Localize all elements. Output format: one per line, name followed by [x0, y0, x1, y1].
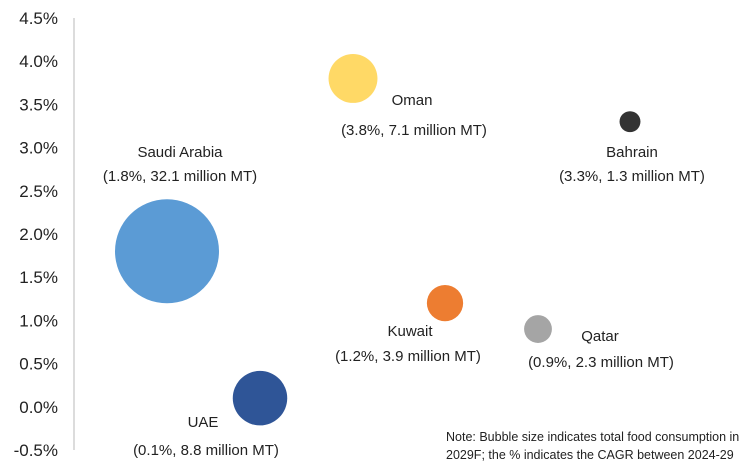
bubble-oman: [328, 54, 378, 103]
bubble-name-label: Bahrain: [606, 144, 658, 161]
y-tick-label: 0.5%: [19, 355, 58, 374]
bubble-name-label: Oman: [392, 92, 433, 109]
bubble-labels: Saudi Arabia (1.8%, 32.1 million MT) Oman (…: [103, 92, 705, 459]
bubble-qatar: [524, 315, 552, 343]
bubble-bahrain: [619, 111, 641, 133]
bubble-detail-label: (1.8%, 32.1 million MT): [103, 168, 257, 185]
bubble-detail-label: (1.2%, 3.9 million MT): [335, 348, 481, 365]
bubble-name-label: Kuwait: [387, 323, 433, 340]
bubble-detail-label: (0.9%, 2.3 million MT): [528, 354, 674, 371]
chart-note: Note: Bubble size indicates total food c…: [446, 430, 740, 462]
y-tick-label: 3.0%: [19, 139, 58, 158]
y-tick-label: 0.0%: [19, 398, 58, 417]
y-tick-label: -0.5%: [14, 441, 58, 460]
bubbles: [115, 54, 641, 426]
bubble-saudi-arabia: [115, 199, 219, 304]
bubble-name-label: Qatar: [581, 328, 619, 345]
y-tick-label: 2.0%: [19, 225, 58, 244]
y-tick-label: 4.0%: [19, 52, 58, 71]
y-tick-label: 4.5%: [19, 9, 58, 28]
bubble-name-label: Saudi Arabia: [137, 144, 223, 161]
bubble-detail-label: (0.1%, 8.8 million MT): [133, 442, 279, 459]
bubble-name-label: UAE: [188, 414, 219, 431]
y-tick-label: 1.0%: [19, 311, 58, 330]
bubble-detail-label: (3.3%, 1.3 million MT): [559, 168, 705, 185]
bubble-detail-label: (3.8%, 7.1 million MT): [341, 122, 487, 139]
bubble-uae: [232, 370, 288, 426]
bubble-kuwait: [426, 284, 464, 322]
y-axis-ticks: 4.5% 4.0% 3.5% 3.0% 2.5% 2.0% 1.5% 1.0% 0.5% 0.0%…: [14, 9, 58, 460]
y-tick-label: 3.5%: [19, 95, 58, 114]
y-tick-label: 2.5%: [19, 182, 58, 201]
y-tick-label: 1.5%: [19, 268, 58, 287]
